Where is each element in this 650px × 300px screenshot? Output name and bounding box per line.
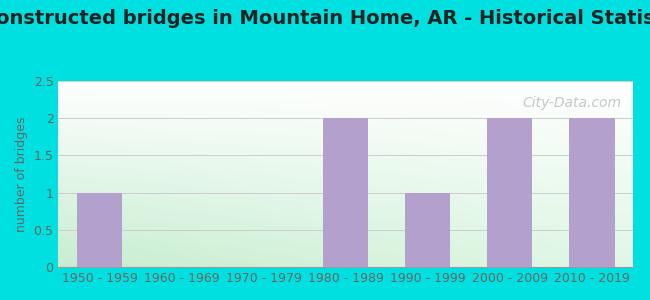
Bar	[77, 193, 122, 267]
Text: City-Data.com: City-Data.com	[523, 96, 621, 110]
Bar	[323, 118, 369, 267]
Y-axis label: number of bridges: number of bridges	[15, 116, 28, 232]
Bar	[569, 118, 614, 267]
Text: Reconstructed bridges in Mountain Home, AR - Historical Statistics: Reconstructed bridges in Mountain Home, …	[0, 9, 650, 28]
Bar	[488, 118, 532, 267]
Bar	[405, 193, 450, 267]
